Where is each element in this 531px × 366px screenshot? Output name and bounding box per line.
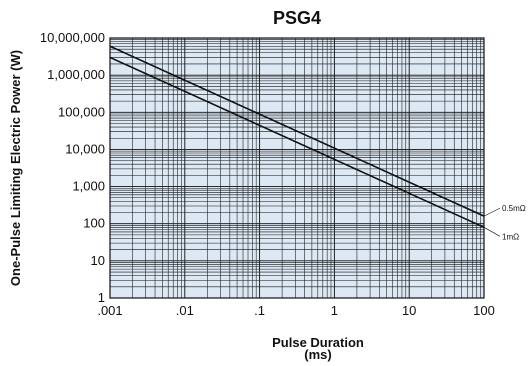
x-tick-label: .1 bbox=[254, 303, 265, 318]
series-line bbox=[109, 45, 485, 217]
series-label-leader bbox=[483, 207, 501, 217]
y-tick-label: 10,000,000 bbox=[40, 30, 105, 45]
series-label: 1mΩ bbox=[502, 232, 519, 241]
y-tick-label: 1,000,000 bbox=[47, 67, 105, 82]
y-axis-label: One-Pulse Limiting Electric Power (W) bbox=[8, 50, 23, 286]
chart-title: PSG4 bbox=[273, 8, 321, 28]
x-tick-label: .001 bbox=[97, 303, 122, 318]
x-tick-label: 1 bbox=[331, 303, 338, 318]
y-tick-label: 10,000 bbox=[65, 141, 105, 156]
y-tick-label: 1 bbox=[98, 290, 105, 305]
x-axis-unit: (ms) bbox=[304, 347, 331, 362]
x-tick-labels: .001 .01 .1 1 10 100 bbox=[97, 303, 495, 318]
y-tick-labels: 1 10 100 1,000 10,000 100,000 1,000,000 10,000,… bbox=[40, 30, 105, 305]
y-tick-label: 100,000 bbox=[58, 104, 105, 119]
x-tick-label: 10 bbox=[402, 303, 416, 318]
x-tick-label: .01 bbox=[176, 303, 194, 318]
plot-border bbox=[109, 37, 485, 299]
y-tick-label: 10 bbox=[91, 253, 105, 268]
series-labels: 0.5mΩ 1mΩ bbox=[483, 204, 526, 241]
y-tick-label: 1,000 bbox=[72, 179, 105, 194]
series-lines bbox=[109, 45, 485, 229]
series-label-leader bbox=[483, 227, 501, 237]
plot-area bbox=[110, 38, 484, 298]
y-tick-label: 100 bbox=[83, 216, 105, 231]
series-label: 0.5mΩ bbox=[502, 204, 526, 213]
grid-lines bbox=[109, 38, 484, 299]
x-tick-label: 100 bbox=[473, 303, 495, 318]
x-axis-label: Pulse Duration bbox=[272, 335, 364, 350]
series-line bbox=[109, 56, 485, 229]
